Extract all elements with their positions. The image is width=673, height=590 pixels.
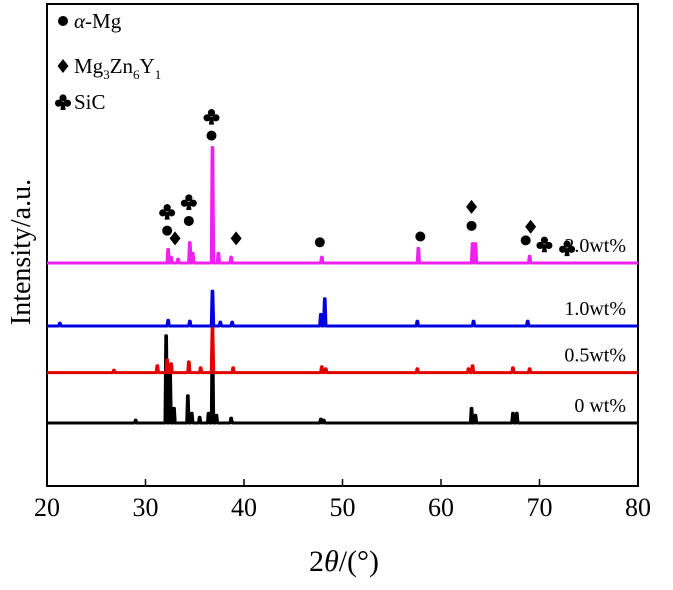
peak-marker-circle-icon bbox=[162, 225, 173, 236]
legend-circle-icon bbox=[58, 16, 68, 26]
peak-marker-circle-icon bbox=[415, 231, 426, 242]
x-tick-label: 20 bbox=[34, 493, 60, 522]
x-tick-label: 60 bbox=[428, 493, 454, 522]
x-tick-label: 50 bbox=[330, 493, 356, 522]
peak-marker-club-icon bbox=[180, 194, 197, 210]
series-label-2: 1.0wt% bbox=[564, 298, 626, 320]
x-axis-label: 2θ/(°) bbox=[309, 545, 379, 578]
series-label-0: 0 wt% bbox=[574, 395, 626, 417]
legend-entry-0: α-Mg bbox=[74, 9, 122, 33]
peak-marker-circle-icon bbox=[520, 235, 531, 246]
series-line-0 bbox=[47, 334, 638, 425]
x-tick-label: 70 bbox=[527, 493, 553, 522]
peak-marker-circle-icon bbox=[206, 130, 217, 141]
legend-club-icon bbox=[55, 94, 71, 110]
peak-marker-club-icon bbox=[203, 109, 220, 125]
peak-marker-diamond-icon bbox=[466, 199, 478, 214]
series-line-2 bbox=[47, 289, 638, 328]
series-label-3: 2.0wt% bbox=[564, 235, 626, 257]
legend-entry-2: SiC bbox=[74, 90, 106, 114]
legend-diamond-icon bbox=[57, 59, 69, 73]
peak-marker-club-icon bbox=[536, 236, 553, 253]
x-tick-label: 80 bbox=[625, 493, 651, 522]
peak-marker-circle-icon bbox=[314, 237, 325, 248]
peak-marker-diamond-icon bbox=[230, 231, 242, 246]
series-line-3 bbox=[47, 146, 638, 265]
series-label-1: 0.5wt% bbox=[564, 345, 626, 367]
series-line-1 bbox=[47, 326, 638, 375]
peak-marker-circle-icon bbox=[183, 215, 194, 226]
x-tick-label: 40 bbox=[231, 493, 257, 522]
peak-marker-club-icon bbox=[159, 204, 176, 220]
y-axis-label: Intensity/a.u. bbox=[6, 179, 37, 325]
peak-marker-circle-icon bbox=[466, 220, 477, 231]
peak-marker-diamond-icon bbox=[525, 219, 537, 234]
legend-entry-1: Mg3Zn6Y1 bbox=[74, 54, 161, 82]
x-tick-label: 30 bbox=[133, 493, 159, 522]
peak-marker-diamond-icon bbox=[169, 231, 181, 246]
peak-marker-club-icon bbox=[559, 240, 576, 257]
